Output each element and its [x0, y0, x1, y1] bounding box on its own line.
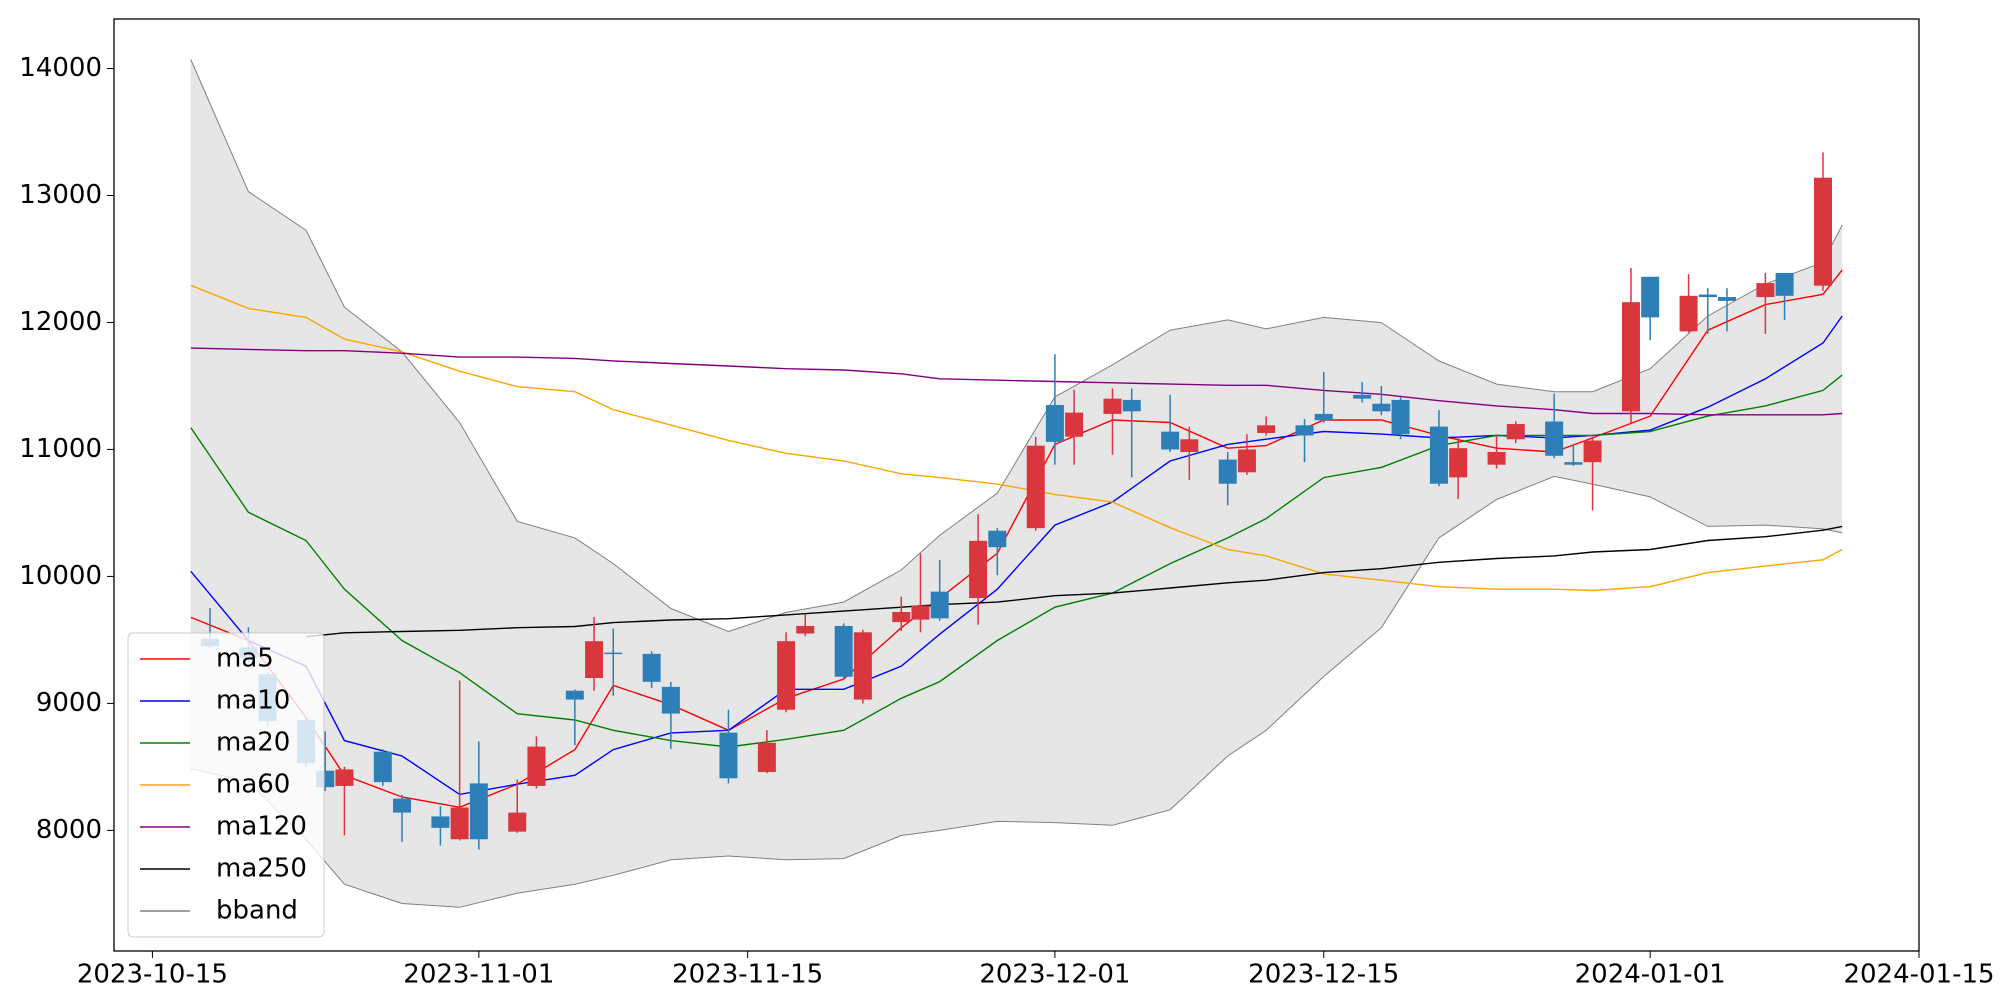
- candle-body: [757, 742, 776, 772]
- candle-body: [1218, 459, 1237, 484]
- candle-body: [393, 798, 412, 813]
- candle-body: [834, 625, 853, 677]
- candle-body: [1122, 399, 1141, 412]
- candle-body: [1026, 445, 1045, 529]
- bband-edge: [190, 59, 1843, 633]
- candle-body: [911, 605, 930, 620]
- candle-body: [1775, 272, 1794, 296]
- candle-body: [335, 769, 354, 786]
- y-tick-label: 8000: [36, 815, 102, 845]
- plot-frame: [113, 18, 1920, 952]
- x-tick-label: 2024-01-15: [1843, 960, 1994, 990]
- candle-body: [1583, 440, 1602, 463]
- candle-body: [1180, 439, 1199, 452]
- candle-body: [1257, 425, 1276, 433]
- y-tick-label: 9000: [36, 688, 102, 718]
- candle-body: [565, 690, 584, 700]
- candle-body: [1506, 424, 1525, 440]
- legend-label: ma120: [216, 812, 307, 842]
- candle-body: [796, 625, 815, 634]
- candle-body: [1314, 413, 1333, 421]
- candle-body: [969, 540, 988, 599]
- candle-body: [1487, 451, 1506, 465]
- x-tick-label: 2023-11-01: [403, 960, 554, 990]
- x-tick-label: 2023-12-15: [1248, 960, 1399, 990]
- candle-body: [450, 807, 469, 840]
- candle-body: [508, 812, 527, 832]
- candle-body: [930, 591, 949, 619]
- x-tick-label: 2023-12-01: [979, 960, 1130, 990]
- y-tick-label: 10000: [19, 561, 102, 591]
- legend-label: ma20: [216, 728, 290, 758]
- candle-body: [892, 611, 911, 623]
- legend-box: [127, 632, 325, 938]
- legend: ma5 ma10 ma20 ma60 ma120 ma250 bband: [127, 632, 325, 938]
- x-tick-label: 2023-10-15: [77, 960, 228, 990]
- candle-body: [1429, 426, 1448, 484]
- candle-body: [1449, 448, 1468, 478]
- candle-body: [1372, 403, 1391, 412]
- candle-body: [373, 751, 392, 783]
- candle-body: [719, 732, 738, 779]
- ma-line: [305, 525, 1843, 638]
- candle-body: [527, 746, 546, 786]
- candle-body: [1045, 405, 1064, 442]
- x-tick-label: 2024-01-01: [1575, 960, 1726, 990]
- legend-label: ma5: [216, 644, 274, 674]
- candle-body: [661, 686, 680, 714]
- candle-body: [1353, 394, 1372, 399]
- candle-body: [1161, 431, 1180, 450]
- candle-body: [777, 641, 796, 710]
- candle-body: [431, 816, 450, 828]
- y-tick-label: 11000: [19, 434, 102, 464]
- legend-label: bband: [216, 896, 298, 926]
- bband-area: [190, 59, 1843, 908]
- candle-body: [1717, 297, 1736, 301]
- legend-label: ma10: [216, 686, 290, 716]
- candle-body: [1564, 462, 1583, 465]
- ma-line: [190, 374, 1843, 748]
- candle-body: [1065, 412, 1084, 437]
- candle-body: [642, 653, 661, 682]
- legend-label: ma60: [216, 770, 290, 800]
- legend-label: ma250: [216, 854, 307, 884]
- candle-body: [1545, 421, 1564, 456]
- candle-body: [1621, 302, 1640, 412]
- candle-body: [1813, 177, 1832, 286]
- candle-body: [1237, 449, 1256, 473]
- bband-edge: [190, 475, 1843, 908]
- candle-body: [1103, 398, 1122, 414]
- x-tick-label: 2023-11-15: [672, 960, 823, 990]
- candle-body: [469, 783, 488, 840]
- candle-body: [1679, 295, 1698, 332]
- candle-body: [853, 632, 872, 700]
- candle-body: [1756, 283, 1775, 298]
- ma-line: [190, 347, 1843, 416]
- y-tick-label: 13000: [19, 180, 102, 210]
- candle-body: [1641, 276, 1660, 318]
- ma-line: [190, 284, 1843, 592]
- candle-body: [1295, 425, 1314, 436]
- ma-line: [190, 269, 1843, 809]
- candle-body: [1698, 294, 1717, 298]
- candle-body: [1391, 399, 1410, 435]
- y-tick-label: 14000: [19, 53, 102, 83]
- candle-body: [988, 530, 1007, 548]
- candle-body: [604, 652, 623, 655]
- y-tick-label: 12000: [19, 307, 102, 337]
- candle-body: [585, 641, 604, 679]
